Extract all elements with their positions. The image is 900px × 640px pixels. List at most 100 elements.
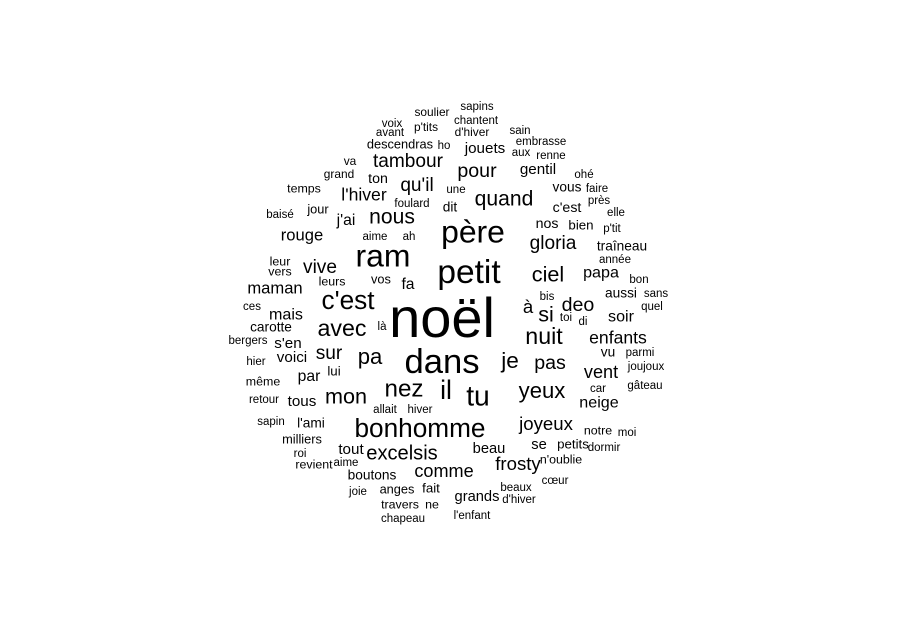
word-94: avant (376, 127, 405, 139)
word-85: d'hiver (455, 125, 490, 139)
word-48: tout (338, 441, 364, 458)
word-129: roi (294, 448, 307, 460)
word-31: frosty (495, 453, 541, 474)
word-12: je (500, 348, 519, 373)
word-2: petit (437, 254, 501, 291)
word-65: bien (568, 218, 593, 233)
word-43: fa (401, 276, 414, 293)
word-107: p'tit (603, 223, 621, 235)
word-1: dans (405, 343, 480, 381)
word-17: ciel (532, 262, 564, 287)
word-131: joie (348, 486, 367, 498)
word-127: moi (618, 427, 637, 439)
word-97: renne (536, 150, 565, 162)
word-20: excelsis (366, 442, 437, 464)
word-22: pour (457, 160, 497, 182)
word-42: par (298, 368, 321, 385)
word-23: pas (534, 352, 566, 374)
word-49: jouets (464, 140, 506, 157)
word-15: mon (325, 384, 367, 409)
word-33: vent (584, 362, 618, 382)
word-91: aux (512, 147, 531, 159)
word-21: deo (562, 294, 595, 316)
word-18: nous (369, 206, 415, 229)
word-51: grands (455, 489, 500, 505)
word-112: bis (540, 291, 555, 303)
word-36: rouge (281, 225, 323, 244)
word-121: car (590, 383, 606, 395)
word-40: neige (579, 393, 618, 411)
word-77: temps (287, 181, 321, 195)
word-25: sur (316, 343, 343, 364)
word-125: hiver (408, 404, 433, 416)
word-95: sain (509, 125, 530, 137)
word-41: soir (608, 307, 635, 325)
word-13: pa (358, 344, 383, 369)
word-19: quand (475, 188, 534, 211)
word-106: elle (607, 207, 625, 219)
word-14: yeux (519, 378, 566, 403)
word-126: sapin (257, 416, 285, 428)
word-0: noël (389, 286, 495, 349)
word-96: embrasse (516, 136, 567, 148)
word-73: vos (371, 271, 391, 286)
word-3: ram (356, 237, 411, 273)
word-134: d'hiver (502, 494, 536, 506)
word-44: j'ai (336, 212, 356, 229)
word-108: année (599, 254, 631, 266)
word-92: chantent (454, 115, 499, 127)
word-64: traîneau (597, 239, 647, 254)
word-28: tambour (373, 151, 444, 172)
word-34: enfants (589, 328, 647, 348)
word-136: l'enfant (454, 510, 492, 522)
word-104: faire (586, 183, 608, 195)
word-55: nos (536, 216, 559, 232)
word-124: allait (373, 404, 397, 416)
word-47: voici (277, 349, 307, 366)
word-38: mais (269, 305, 303, 323)
word-113: toi (560, 312, 572, 324)
word-35: l'hiver (341, 185, 387, 205)
word-88: soulier (414, 105, 449, 119)
word-98: baisé (266, 209, 294, 221)
word-111: quel (641, 301, 663, 313)
word-16: si (538, 302, 554, 327)
word-46: s'en (274, 335, 301, 352)
word-52: se (531, 437, 547, 453)
word-114: di (579, 316, 588, 328)
word-71: descendras (367, 136, 433, 151)
word-100: aime (363, 231, 388, 243)
word-101: ah (403, 231, 416, 243)
word-11: nuit (525, 323, 563, 349)
word-39: papa (583, 263, 619, 281)
word-54: ton (368, 171, 388, 187)
word-86: p'tits (414, 120, 438, 134)
word-76: leur (270, 254, 291, 268)
word-69: jour (306, 201, 329, 216)
word-32: comme (414, 461, 473, 481)
word-84: grand (324, 167, 354, 181)
word-87: va (344, 154, 357, 168)
word-123: retour (249, 394, 279, 406)
word-5: tu (466, 379, 490, 411)
word-56: c'est (553, 200, 582, 216)
word-6: il (440, 375, 452, 405)
word-74: même (246, 374, 281, 388)
word-89: voix (382, 118, 403, 130)
word-26: vive (303, 257, 337, 278)
word-60: boutons (348, 468, 397, 483)
word-133: cœur (542, 475, 569, 487)
word-58: dit (443, 200, 458, 215)
word-105: près (588, 195, 611, 207)
word-75: vers (268, 264, 291, 278)
word-82: n'oublie (540, 452, 582, 466)
word-99: foulard (394, 198, 429, 210)
word-68: lui (327, 364, 340, 379)
word-110: sans (644, 288, 669, 300)
word-81: notre (584, 423, 612, 437)
word-67: petits (557, 437, 589, 452)
word-115: ces (243, 301, 261, 313)
word-8: c'est (321, 285, 375, 315)
